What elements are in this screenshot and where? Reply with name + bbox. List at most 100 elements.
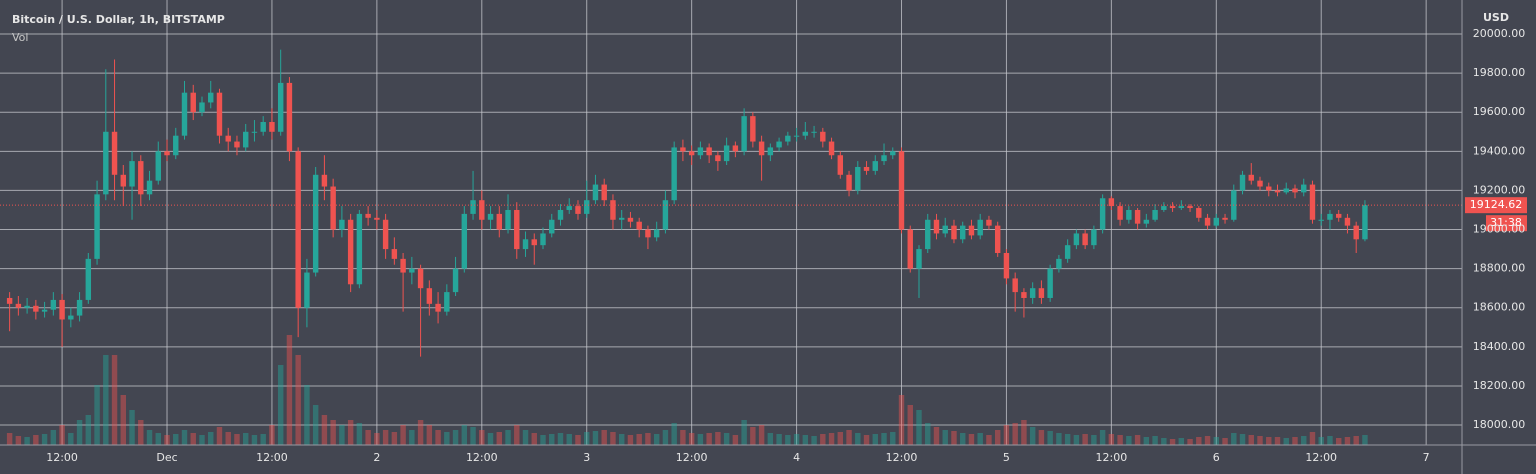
volume-bar (312, 405, 319, 445)
candle-body (1362, 205, 1368, 240)
volume-bar (85, 415, 92, 445)
volume-bar (986, 435, 992, 445)
candle-body (662, 200, 669, 230)
candle-body (732, 145, 739, 152)
volume-bar (671, 423, 677, 445)
volume-bar (697, 434, 704, 445)
last-price-box (1465, 197, 1527, 214)
y-tick-label: 19400.00 (1473, 144, 1526, 157)
volume-bar (820, 434, 826, 445)
candle-body (1099, 198, 1106, 230)
candle-body (1239, 174, 1246, 191)
volume-bar (951, 431, 957, 445)
volume-bar (1178, 438, 1185, 445)
volume-bar (426, 425, 433, 445)
volume-bar (452, 430, 459, 445)
candle-body (505, 209, 511, 230)
candle-body (164, 151, 170, 156)
volume-bar (811, 436, 817, 445)
volume-bar (522, 430, 529, 445)
candle-body (1248, 174, 1254, 181)
candle-body (592, 184, 599, 201)
candle-body (627, 217, 634, 222)
volume-bar (59, 425, 65, 445)
candle-body (1213, 217, 1220, 226)
volume-bar (242, 433, 249, 445)
volume-bar (103, 355, 109, 445)
candle-body (960, 225, 966, 240)
volume-bar (208, 432, 214, 445)
volume-bar (1353, 436, 1359, 445)
volume-bar (496, 432, 502, 445)
candle-body (155, 151, 161, 181)
volume-bar (417, 420, 424, 445)
candle-body (653, 229, 660, 238)
volume-bar (662, 430, 669, 445)
candle-body (828, 141, 835, 156)
volume-bar (304, 385, 310, 445)
candle-body (1038, 288, 1045, 298)
volume-bar (461, 425, 468, 445)
candle-body (173, 135, 179, 156)
volume-bar (1344, 437, 1351, 445)
volume-bar (1082, 434, 1088, 445)
volume-bar (627, 435, 634, 445)
volume-bar (1108, 434, 1115, 445)
candle-body (487, 213, 494, 220)
volume-bar (435, 430, 441, 445)
candle-body (50, 299, 57, 310)
candle-body (723, 145, 730, 162)
candle-body (1283, 188, 1289, 193)
candle-body (1292, 188, 1298, 193)
candle-body (540, 233, 546, 246)
volume-bar (1318, 437, 1324, 445)
volume-bar (645, 433, 651, 445)
candle-body (1056, 258, 1062, 269)
candle-body (190, 92, 196, 113)
volume-bar (356, 423, 363, 445)
volume-bar (1257, 436, 1263, 445)
volume-bar (855, 433, 861, 445)
candle-body (199, 102, 205, 113)
candle-body (942, 225, 948, 234)
volume-bar (1029, 427, 1036, 445)
candle-body (1126, 209, 1132, 220)
candle-body (531, 239, 537, 246)
x-tick-label: 12:00 (886, 451, 918, 464)
volume-bar (444, 432, 450, 445)
volume-bar (146, 430, 153, 445)
candle-body (138, 161, 144, 195)
candle-body (111, 131, 118, 175)
candle-body (242, 131, 249, 148)
volume-bar (785, 435, 791, 445)
candle-body (994, 225, 1001, 254)
volume-bar (339, 425, 345, 445)
candle-body (269, 122, 275, 132)
candle-body (330, 186, 336, 230)
volume-bar (636, 434, 642, 445)
x-tick-label: 5 (1003, 451, 1010, 464)
candle-body (706, 147, 712, 156)
volume-bar (531, 433, 537, 445)
candle-body (618, 217, 625, 220)
candle-body (41, 309, 48, 312)
candle-body (391, 249, 398, 259)
y-tick-label: 19200.00 (1473, 183, 1526, 196)
grid (0, 0, 1462, 445)
candle-body (208, 92, 214, 103)
candle-body (339, 219, 345, 230)
candle-body (697, 147, 704, 156)
volume-bar (1056, 433, 1062, 445)
candle-body (68, 315, 74, 320)
candle-body (103, 131, 109, 195)
y-tick-label: 20000.00 (1473, 27, 1526, 40)
volume-bar (907, 405, 913, 445)
candle-body (312, 174, 319, 273)
volume-bar (1134, 435, 1141, 445)
volume-bar (1161, 438, 1167, 445)
volume-bar (1126, 436, 1132, 445)
candle-body (820, 131, 826, 142)
candle-body (680, 147, 686, 152)
volume-bar (1187, 439, 1193, 445)
